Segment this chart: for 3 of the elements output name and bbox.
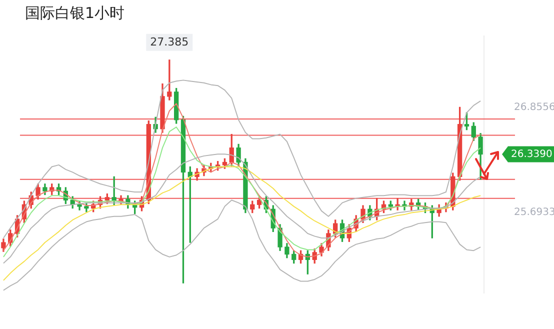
annotation: 27.385 (150, 35, 189, 48)
chart-title: 国际白银1小时 (25, 4, 125, 23)
text: 26.3390 (511, 148, 552, 160)
